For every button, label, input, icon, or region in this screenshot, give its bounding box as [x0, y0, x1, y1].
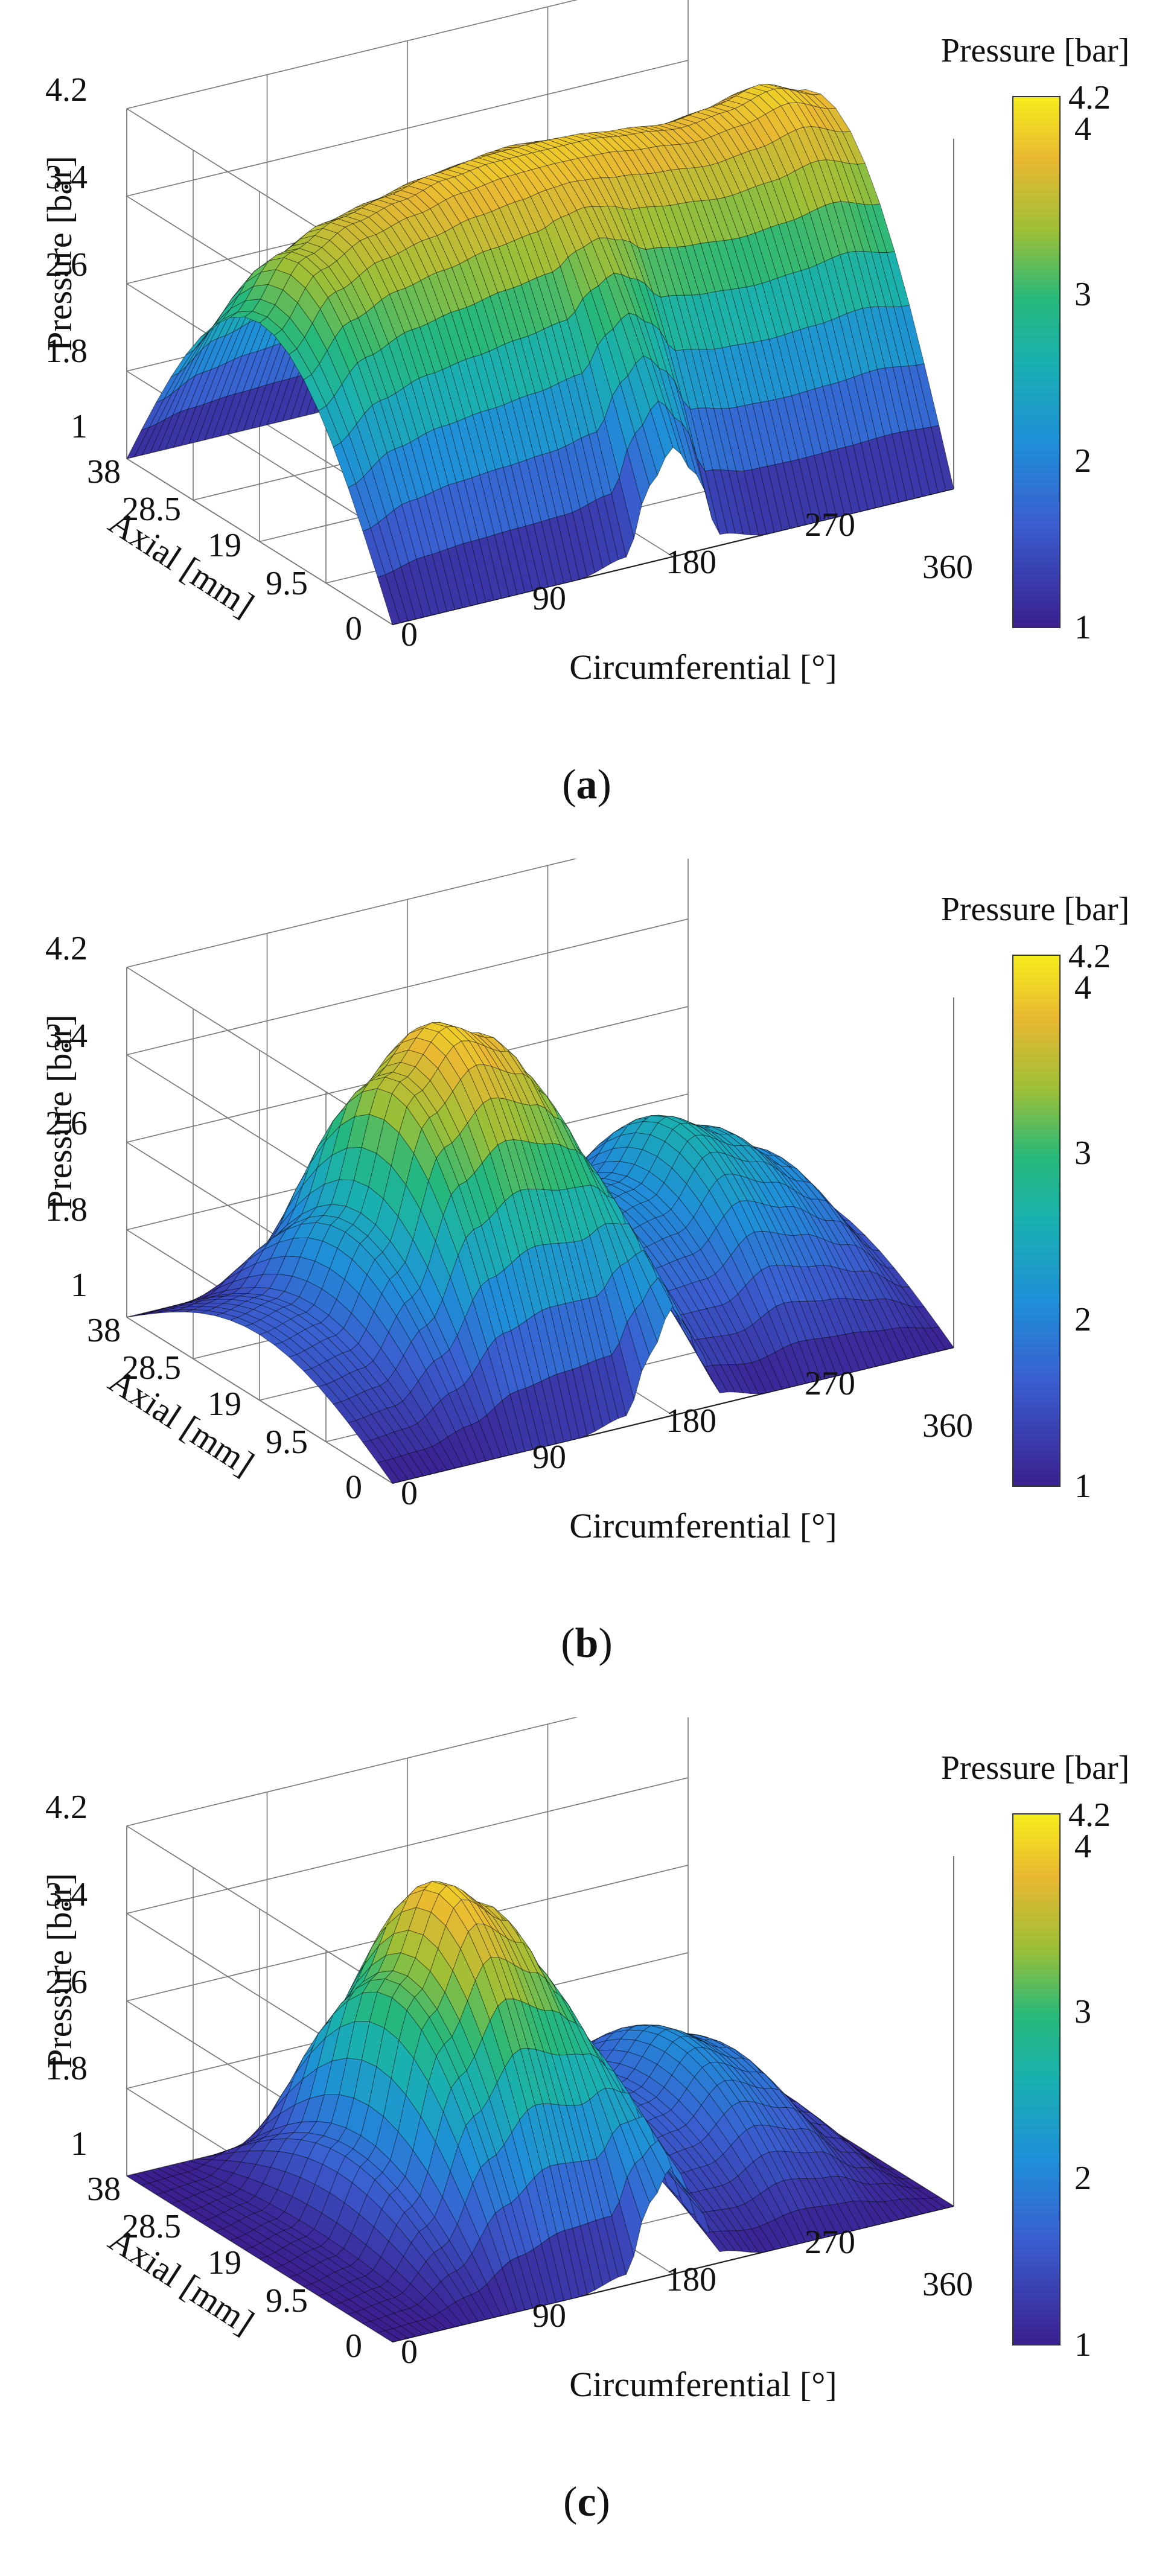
- colorbar-tick: 1: [1074, 609, 1091, 646]
- colorbar-tick: 2: [1074, 442, 1091, 480]
- z-tick: 3.4: [45, 1017, 88, 1055]
- x-axis-label: Circumferential [°]: [569, 647, 837, 687]
- z-axis-label: Pressure [bar]: [40, 1873, 79, 2069]
- y-tick: 38: [87, 453, 121, 491]
- colorbar-tick: 4.2: [1068, 79, 1111, 116]
- y-tick: 9.5: [266, 2282, 308, 2320]
- x-tick: 360: [922, 549, 973, 586]
- z-tick: 2.6: [45, 246, 88, 284]
- x-tick: 180: [666, 544, 716, 581]
- colorbar-tick: 4.2: [1068, 938, 1111, 975]
- y-tick: 0: [345, 1469, 362, 1506]
- x-tick: 270: [805, 506, 855, 544]
- surface-plot-a: 4.2 3.4 2.6 1.8 1 38 28.5 19 9.5 0 0 90 …: [40, 0, 1130, 808]
- gridline: [126, 859, 578, 968]
- x-tick: 360: [922, 2266, 973, 2303]
- y-tick: 38: [87, 1312, 121, 1349]
- colorbar-tick: 3: [1074, 1134, 1091, 1172]
- y-tick: 9.5: [266, 1423, 308, 1461]
- z-axis-label: Pressure [bar]: [40, 1014, 79, 1210]
- x-tick: 0: [401, 2333, 418, 2371]
- z-tick: 1.8: [45, 1191, 88, 1229]
- colorbar-title: Pressure [bar]: [941, 891, 1130, 928]
- z-tick: 4.2: [45, 930, 88, 967]
- panel-c: 4.2 3.4 2.6 1.8 1 38 28.5 19 9.5 0 0 90 …: [0, 1717, 1174, 2576]
- gridline: [126, 1717, 578, 1827]
- surface-c: [126, 1881, 955, 2342]
- z-tick: 2.6: [45, 1964, 88, 2001]
- surface-plot-c: 4.2 3.4 2.6 1.8 1 38 28.5 19 9.5 0 0 90 …: [40, 1717, 1130, 2525]
- z-tick: 3.4: [45, 1876, 88, 1913]
- y-tick: 0: [345, 2327, 362, 2365]
- colorbar: [1012, 96, 1061, 628]
- surface-b: [126, 1022, 954, 1484]
- x-tick: 90: [532, 580, 566, 617]
- colorbar-tick: 3: [1074, 276, 1091, 313]
- y-tick: 28.5: [122, 491, 181, 528]
- colorbar-tick: 3: [1074, 1993, 1091, 2031]
- colorbar-tick: 4.2: [1068, 1796, 1111, 1834]
- x-tick: 270: [805, 1365, 855, 1402]
- surface-patch: [930, 1326, 954, 1350]
- z-tick: 4.2: [45, 1789, 88, 1826]
- colorbar-tick: 1: [1074, 1468, 1091, 1505]
- surface-a: [126, 83, 954, 625]
- y-tick: 9.5: [266, 565, 308, 602]
- colorbar-tick: 2: [1074, 2160, 1091, 2197]
- surface-plot-b: 4.2 3.4 2.6 1.8 1 38 28.5 19 9.5 0 0 90 …: [40, 859, 1130, 1667]
- z-tick: 1: [71, 2125, 88, 2163]
- gridline: [126, 1825, 393, 1992]
- z-axis-label: Pressure [bar]: [40, 156, 79, 351]
- z-tick: 1: [71, 1267, 88, 1304]
- y-tick: 19: [208, 2244, 241, 2282]
- x-axis-label: Circumferential [°]: [569, 2365, 837, 2404]
- gridline: [126, 60, 689, 197]
- z-tick: 2.6: [45, 1105, 88, 1142]
- colorbar-tick: 1: [1074, 2326, 1091, 2364]
- x-tick: 0: [401, 1475, 418, 1512]
- panel-a: 4.2 3.4 2.6 1.8 1 38 28.5 19 9.5 0 0 90 …: [0, 0, 1174, 859]
- z-tick: 1.8: [45, 2050, 88, 2087]
- y-tick: 28.5: [122, 1349, 181, 1387]
- panel-caption: (b): [561, 1620, 613, 1667]
- gridline: [126, 1777, 689, 1914]
- x-tick: 0: [401, 616, 418, 654]
- x-axis-label: Circumferential [°]: [569, 1506, 837, 1545]
- colorbar-tick: 4: [1074, 1828, 1091, 1865]
- y-tick: 19: [208, 1385, 241, 1423]
- z-tick: 1: [71, 408, 88, 445]
- colorbar-title: Pressure [bar]: [941, 32, 1130, 69]
- colorbar: [1012, 955, 1061, 1487]
- x-tick: 180: [666, 2261, 716, 2298]
- gridline: [126, 0, 578, 109]
- z-tick: 1.8: [45, 332, 88, 370]
- colorbar-tick: 4: [1074, 969, 1091, 1007]
- x-tick: 90: [532, 1439, 566, 1476]
- x-tick: 360: [922, 1407, 973, 1445]
- y-tick: 0: [345, 610, 362, 647]
- panel-caption: (c): [563, 2479, 610, 2525]
- colorbar-tick: 4: [1074, 110, 1091, 148]
- x-tick: 180: [666, 1402, 716, 1440]
- gridline: [126, 918, 689, 1055]
- panel-caption: (a): [562, 762, 611, 808]
- surface-patch: [930, 2196, 955, 2209]
- z-tick: 4.2: [45, 71, 88, 109]
- z-tick: 3.4: [45, 159, 88, 196]
- y-tick: 28.5: [122, 2208, 181, 2245]
- x-tick: 270: [805, 2224, 855, 2261]
- colorbar: [1012, 1813, 1061, 2345]
- colorbar-tick: 2: [1074, 1301, 1091, 1338]
- panel-b: 4.2 3.4 2.6 1.8 1 38 28.5 19 9.5 0 0 90 …: [0, 859, 1174, 1717]
- y-tick: 38: [87, 2171, 121, 2208]
- x-tick: 90: [532, 2297, 566, 2335]
- colorbar-title: Pressure [bar]: [941, 1749, 1130, 1787]
- surface-patch: [931, 425, 954, 491]
- y-tick: 19: [208, 527, 241, 564]
